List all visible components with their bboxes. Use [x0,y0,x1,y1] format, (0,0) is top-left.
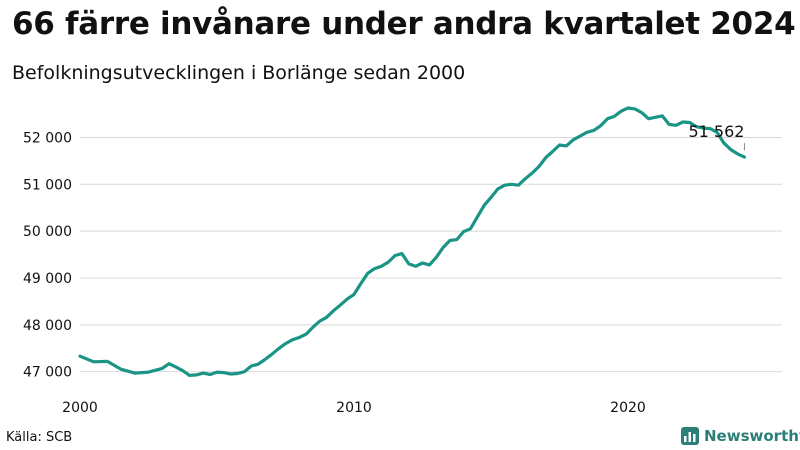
line-chart: 47 000 48 000 49 000 50 000 51 000 52 000 200… [23,106,782,416]
y-tick-label: 51 000 [23,177,72,193]
y-tick-label: 48 000 [23,318,72,334]
source-note: Källa: SCB [6,430,73,445]
last-value-label: 51 562 [688,122,744,141]
x-tick-label: 2010 [336,400,372,416]
series-line [78,106,746,377]
y-axis-tick-labels: 47 000 48 000 49 000 50 000 51 000 52 000 [23,130,72,380]
x-axis-tick-labels: 2000 2010 2020 [62,400,646,416]
chart-title: 66 färre invånare under andra kvartalet … [12,6,796,42]
x-tick-label: 2000 [62,400,98,416]
annotation-layer: 51 562 [688,122,745,151]
y-tick-label: 47 000 [23,365,72,381]
newsworthy-bar-chart-icon [681,427,699,445]
x-tick-label: 2020 [610,400,646,416]
series-layer [78,106,746,377]
brand-name: Newsworthy [704,427,800,445]
brand-logo: Newsworthy [681,427,800,445]
y-tick-label: 50 000 [23,224,72,240]
y-tick-label: 52 000 [23,130,72,146]
grid-lines [80,136,782,373]
chart-subtitle: Befolkningsutvecklingen i Borlänge sedan… [12,62,466,84]
y-tick-label: 49 000 [23,271,72,287]
